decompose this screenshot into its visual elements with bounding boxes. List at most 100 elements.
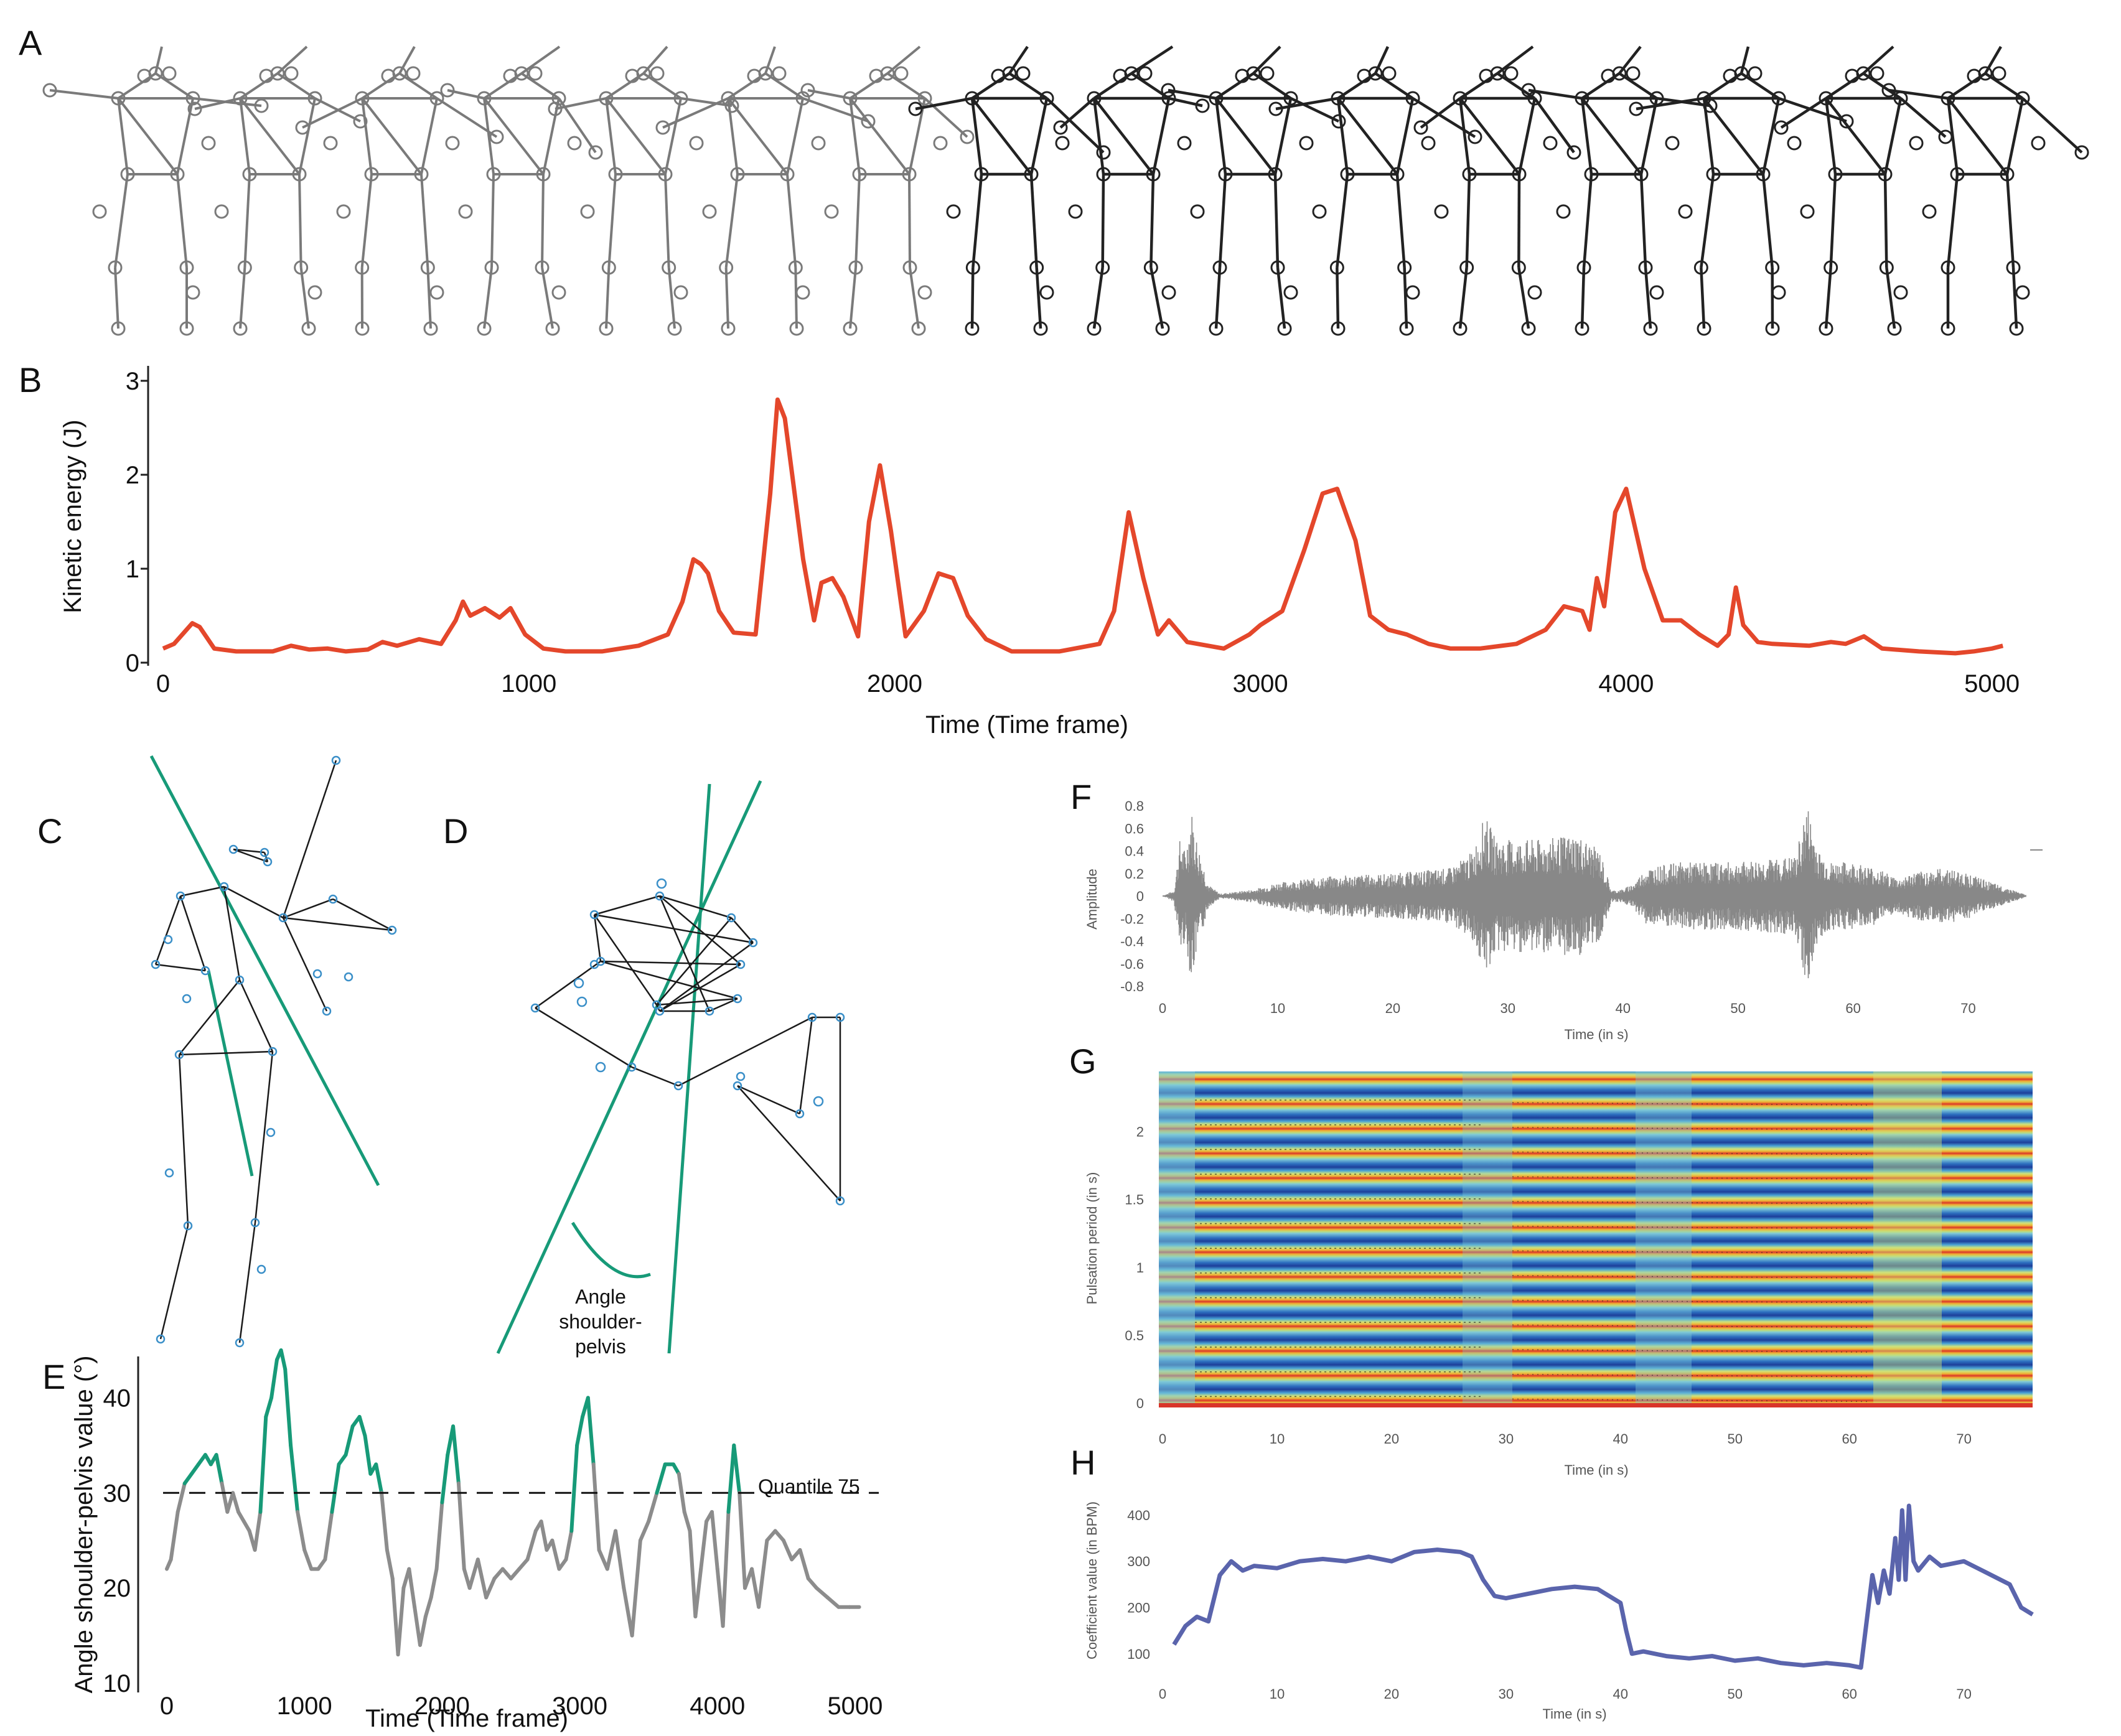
skeleton-10-joint-4 (1405, 91, 1420, 106)
angle-segment-74 (622, 1586, 634, 1638)
skeleton-3-joint-10 (545, 321, 560, 336)
skeleton-11-joint-3 (1453, 91, 1468, 106)
skeleton-15-joint-12 (2074, 145, 2089, 160)
pose-d-extra-marker-0 (656, 878, 667, 889)
pose-d-bone-2 (731, 917, 754, 943)
skeleton-4-bone-6 (605, 97, 667, 175)
x-tick-label-4: 4000 (1598, 670, 1654, 698)
skeleton-0-joint-1 (162, 66, 177, 81)
x-tick-label-5: 5000 (827, 1692, 883, 1720)
skeleton-15-bone-9 (2005, 174, 2015, 268)
skeleton-0-bone-6 (117, 97, 179, 175)
waveform-trace (1163, 811, 2026, 979)
skeleton-0-bone-8 (114, 267, 119, 329)
skeleton-8-bone-6 (1093, 97, 1154, 175)
angle-segment-39 (396, 1586, 406, 1657)
x-tick-label-5: 50 (1727, 1686, 1742, 1702)
angle-segment-52 (467, 1557, 480, 1590)
skeleton-11-bone-12 (1533, 97, 1575, 154)
skeleton-12-bone-7 (1582, 174, 1593, 268)
angle-segment-87 (709, 1510, 719, 1571)
angle-segment-54 (484, 1576, 497, 1600)
skeleton-sequence (42, 45, 2089, 336)
skeleton-2-joint-15 (429, 285, 444, 300)
y-tick-label-6: 0.4 (1125, 844, 1144, 859)
skeleton-6-joint-15 (917, 285, 932, 300)
pose-d-marker-10 (530, 1003, 540, 1013)
skeleton-3-joint-1 (528, 66, 543, 81)
skeleton-0-joint-11 (42, 83, 57, 98)
x-tick-label-4: 40 (1615, 1001, 1630, 1016)
skeleton-8-bone-3 (1092, 98, 1105, 175)
skeleton-7-bone-7 (972, 174, 983, 268)
skeleton-12-joint-3 (1575, 91, 1590, 106)
skeleton-2-joint-13 (445, 136, 460, 151)
angle-segment-70 (591, 1462, 601, 1552)
panel-label-h: H (1070, 1443, 1095, 1482)
skeleton-15-joint-9 (1941, 321, 1955, 336)
skeleton-12-bone-4 (1639, 98, 1659, 175)
x-tick-label-2: 20 (1384, 1431, 1399, 1447)
skeleton-15-joint-13 (2031, 136, 2046, 151)
angle-segment-94 (750, 1567, 761, 1609)
skeleton-2-joint-14 (336, 204, 351, 219)
angle-segment-33 (363, 1434, 373, 1476)
skeleton-3-bone-1 (520, 72, 560, 100)
x-tick-label-3: 30 (1501, 1001, 1515, 1016)
pose-d-bone-19 (737, 1085, 841, 1202)
skeleton-5-joint-5 (730, 167, 745, 182)
angle-series (165, 1348, 861, 1657)
skeleton-10-joint-6 (1390, 167, 1405, 182)
skeleton-12-bone-9 (1639, 174, 1647, 268)
skeleton-5-bone-9 (786, 174, 797, 268)
skeleton-7-joint-14 (946, 204, 961, 219)
pose-c-shoulder-line (149, 755, 380, 1187)
skeleton-7-joint-10 (1033, 321, 1048, 336)
skeleton-7-bone-11 (915, 96, 973, 111)
y-tick-label-5: 0.2 (1125, 866, 1144, 882)
x-tick-label-1: 10 (1270, 1686, 1285, 1702)
skeleton-2-joint-9 (355, 321, 370, 336)
heatmap-ticks: 0 10 20 30 40 50 60 70 0 0.5 1 1.5 2 (1125, 1124, 1971, 1447)
angle-segment-21 (283, 1367, 293, 1447)
skeleton-13-joint-13 (1787, 136, 1802, 151)
x-tick-label-2: 20 (1385, 1001, 1400, 1016)
skeleton-1-joint-8 (294, 260, 309, 275)
skeleton-5-bone-7 (724, 174, 739, 268)
skeleton-15-bone-11 (1888, 88, 1949, 100)
angle-segment-20 (279, 1348, 288, 1371)
skeleton-10-bone-0 (1337, 72, 1377, 100)
pose-d-bone-1 (659, 895, 732, 919)
coefficient-y-label: Coefficient value (in BPM) (1084, 1501, 1100, 1659)
skeleton-8-joint-13 (1177, 136, 1192, 151)
skeleton-6-joint-14 (824, 204, 839, 219)
pose-d-pelvis-line (667, 783, 711, 1354)
heatmap-transition-blur-1 (1463, 1071, 1512, 1407)
angle-segment-30 (344, 1424, 355, 1457)
skeleton-5-bone-3 (727, 98, 739, 175)
pose-d-marker-0 (589, 910, 599, 920)
y-tick-label-2: 2 (126, 462, 139, 489)
angle-segment-95 (757, 1538, 769, 1609)
skeleton-7-bone-4 (1029, 98, 1049, 175)
y-tick-label-1: 20 (103, 1575, 131, 1602)
x-tick-label-3: 3000 (552, 1692, 607, 1720)
angle-segment-45 (429, 1567, 439, 1600)
pose-c-marker-17 (156, 1334, 166, 1344)
skeleton-14-joint-13 (1909, 136, 1924, 151)
x-tick-label-4: 40 (1613, 1686, 1628, 1702)
pose-c-marker-5 (219, 882, 229, 892)
skeleton-1-bone-11 (194, 97, 241, 110)
angle-segment-2 (176, 1482, 187, 1514)
skeleton-2-joint-10 (423, 321, 438, 336)
skeleton-11-joint-10 (1521, 321, 1536, 336)
angle-segment-78 (655, 1462, 667, 1495)
skeleton-7-joint-2 (991, 68, 1006, 83)
x-tick-label-2: 20 (1384, 1686, 1399, 1702)
angle-segment-103 (825, 1595, 841, 1609)
skeleton-1-bone-7 (243, 174, 251, 268)
skeleton-2-bone-13 (398, 46, 416, 74)
skeleton-14-bone-0 (1825, 72, 1865, 100)
skeleton-6-joint-9 (843, 321, 858, 336)
skeleton-9-bone-6 (1215, 97, 1276, 175)
